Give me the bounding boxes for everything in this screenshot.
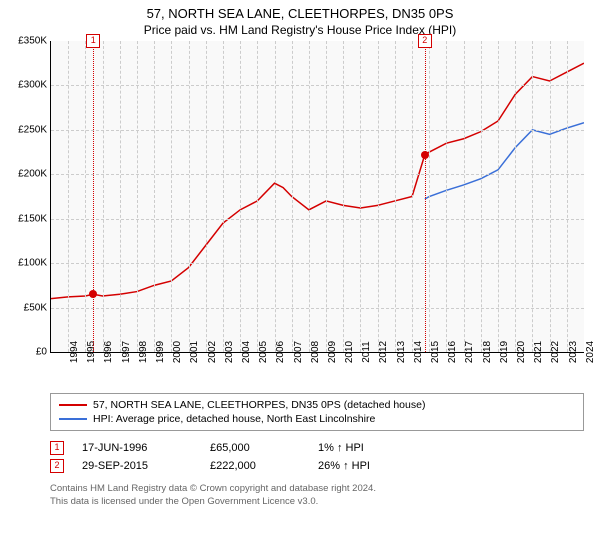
- sale-diff: 1% ↑ HPI: [318, 442, 408, 454]
- grid-v: [515, 41, 516, 352]
- footer-text: Contains HM Land Registry data © Crown c…: [50, 483, 584, 509]
- sale-row: 1 17-JUN-1996 £65,000 1% ↑ HPI: [50, 439, 584, 457]
- grid-h: [51, 219, 584, 220]
- grid-v: [378, 41, 379, 352]
- legend-item: 57, NORTH SEA LANE, CLEETHORPES, DN35 0P…: [59, 398, 575, 412]
- grid-v: [532, 41, 533, 352]
- grid-v: [85, 41, 86, 352]
- y-axis-label: £0: [36, 347, 51, 358]
- grid-v: [189, 41, 190, 352]
- grid-h: [51, 130, 584, 131]
- legend-swatch: [59, 404, 87, 406]
- y-axis-label: £250K: [18, 124, 51, 135]
- grid-v: [343, 41, 344, 352]
- y-axis-label: £300K: [18, 80, 51, 91]
- grid-v: [137, 41, 138, 352]
- marker-point: [421, 151, 429, 159]
- legend-swatch: [59, 418, 87, 420]
- y-axis-label: £200K: [18, 169, 51, 180]
- chart-title: 57, NORTH SEA LANE, CLEETHORPES, DN35 0P…: [8, 6, 592, 21]
- sale-marker: 2: [50, 459, 64, 473]
- legend-item: HPI: Average price, detached house, Nort…: [59, 412, 575, 426]
- sale-price: £65,000: [210, 442, 300, 454]
- marker-line: [93, 41, 94, 352]
- grid-h: [51, 308, 584, 309]
- grid-h: [51, 85, 584, 86]
- marker-point: [89, 290, 97, 298]
- grid-v: [360, 41, 361, 352]
- sale-date: 17-JUN-1996: [82, 442, 192, 454]
- grid-v: [68, 41, 69, 352]
- y-axis-label: £50K: [24, 302, 51, 313]
- legend-box: 57, NORTH SEA LANE, CLEETHORPES, DN35 0P…: [50, 393, 584, 431]
- grid-v: [240, 41, 241, 352]
- grid-v: [223, 41, 224, 352]
- grid-v: [292, 41, 293, 352]
- legend-label: HPI: Average price, detached house, Nort…: [93, 413, 375, 425]
- grid-v: [412, 41, 413, 352]
- grid-v: [395, 41, 396, 352]
- grid-h: [51, 174, 584, 175]
- grid-v: [550, 41, 551, 352]
- chart-area: £0£50K£100K£150K£200K£250K£300K£350K1994…: [50, 41, 584, 353]
- grid-v: [429, 41, 430, 352]
- grid-v: [275, 41, 276, 352]
- y-axis-label: £350K: [18, 36, 51, 47]
- series-line: [425, 123, 584, 199]
- grid-v: [309, 41, 310, 352]
- sale-diff: 26% ↑ HPI: [318, 460, 408, 472]
- y-axis-label: £100K: [18, 258, 51, 269]
- grid-v: [498, 41, 499, 352]
- sale-row: 2 29-SEP-2015 £222,000 26% ↑ HPI: [50, 457, 584, 475]
- grid-v: [103, 41, 104, 352]
- grid-v: [481, 41, 482, 352]
- grid-v: [446, 41, 447, 352]
- sale-marker: 1: [50, 441, 64, 455]
- grid-v: [326, 41, 327, 352]
- y-axis-label: £150K: [18, 213, 51, 224]
- grid-v: [257, 41, 258, 352]
- marker-box: 1: [86, 34, 100, 48]
- x-axis-label: 2025: [584, 341, 600, 363]
- grid-v: [120, 41, 121, 352]
- sales-table: 1 17-JUN-1996 £65,000 1% ↑ HPI 2 29-SEP-2015 £…: [50, 439, 584, 475]
- grid-v: [171, 41, 172, 352]
- grid-v: [154, 41, 155, 352]
- footer-line-2: This data is licensed under the Open Gov…: [50, 496, 584, 509]
- legend-label: 57, NORTH SEA LANE, CLEETHORPES, DN35 0P…: [93, 399, 425, 411]
- sale-date: 29-SEP-2015: [82, 460, 192, 472]
- grid-h: [51, 263, 584, 264]
- marker-line: [425, 41, 426, 352]
- grid-v: [464, 41, 465, 352]
- footer-line-1: Contains HM Land Registry data © Crown c…: [50, 483, 584, 496]
- grid-v: [206, 41, 207, 352]
- chart-lines: [51, 41, 584, 352]
- sale-price: £222,000: [210, 460, 300, 472]
- marker-box: 2: [418, 34, 432, 48]
- grid-v: [567, 41, 568, 352]
